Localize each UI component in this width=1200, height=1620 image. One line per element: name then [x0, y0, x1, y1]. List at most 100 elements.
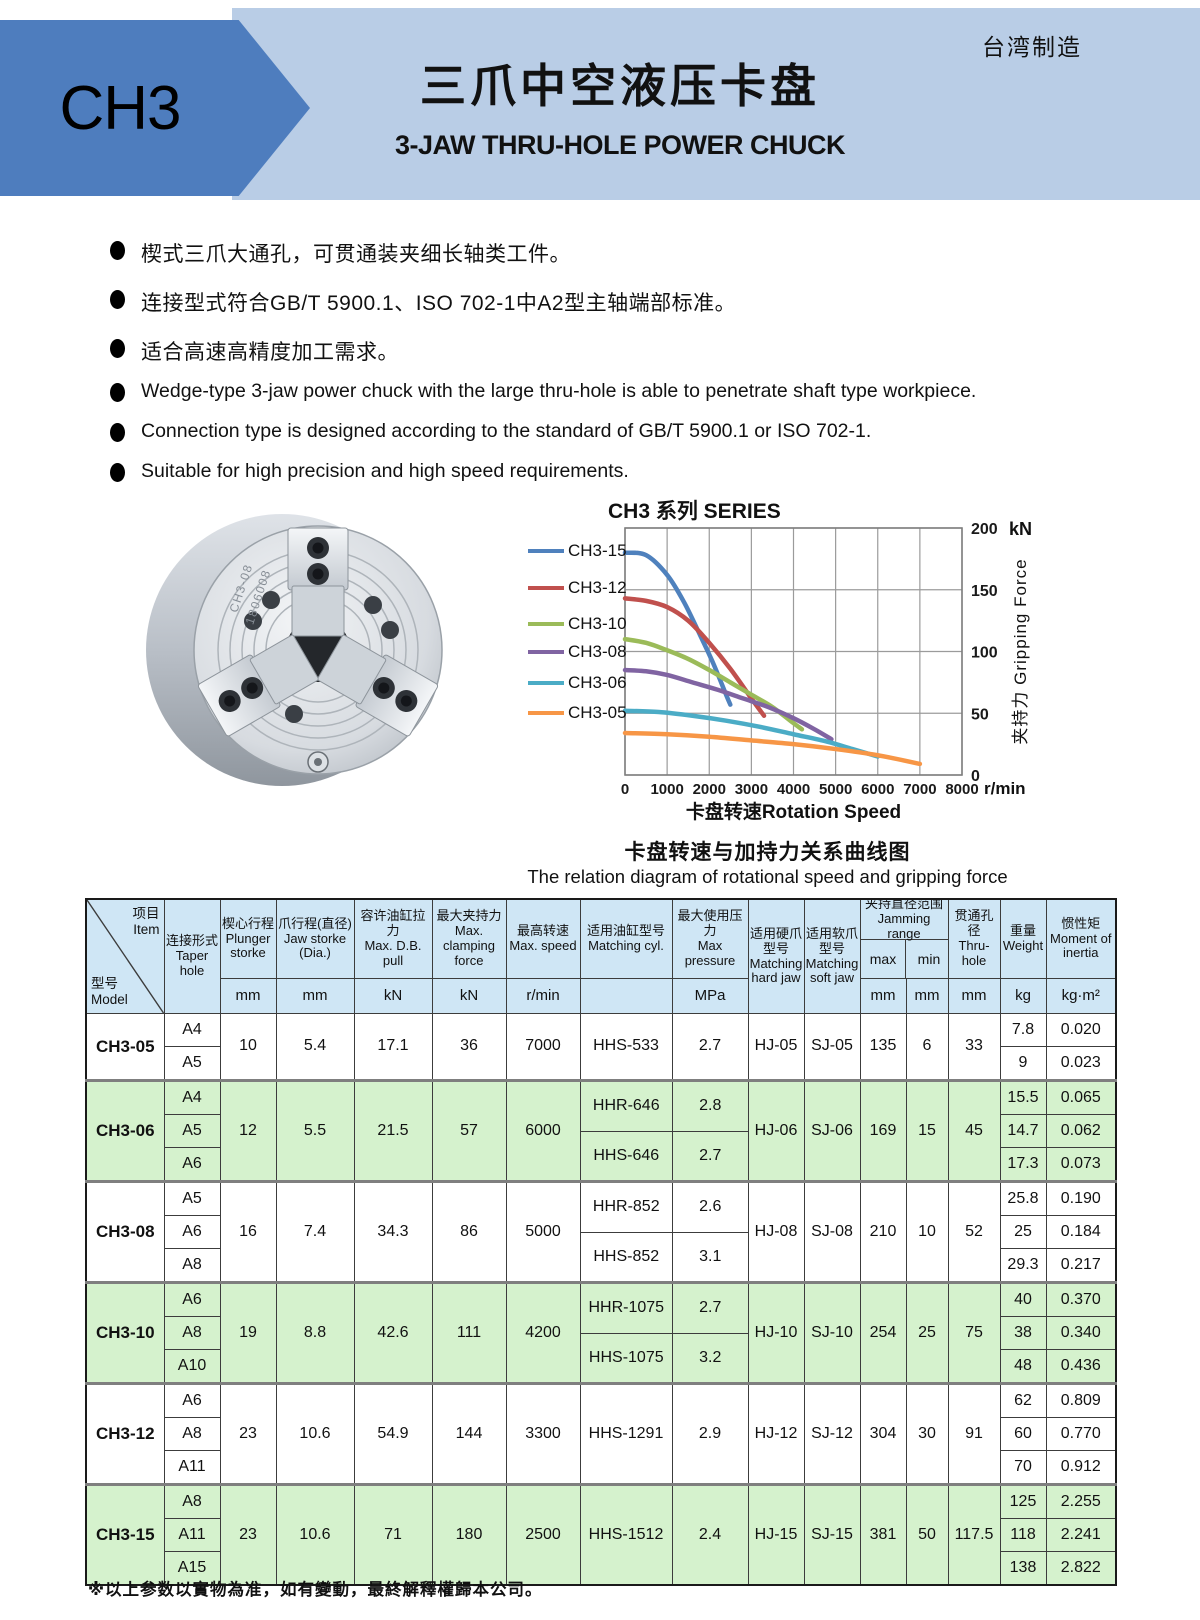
hard-jaw-cell: HJ-06	[747, 1079, 805, 1182]
jam-max-cell: 304	[859, 1382, 907, 1485]
unit-pressure: MPa	[671, 978, 749, 1014]
feature-item: Suitable for high precision and high spe…	[110, 460, 1110, 483]
plunger-cell: 23	[219, 1483, 277, 1586]
thru-hole-cell: 91	[947, 1382, 1001, 1485]
curve-CH3-08	[622, 667, 834, 742]
weight-cell: 40	[999, 1281, 1047, 1317]
weight-cell: 29.3	[999, 1248, 1047, 1283]
diagonal-line	[87, 900, 163, 1013]
cylinder-split: HHR-852 2.6 HHS-852 3.1	[581, 1184, 747, 1281]
inertia-cell: 2.822	[1045, 1551, 1117, 1586]
jaws	[197, 527, 439, 737]
db-pull-cell: 21.5	[353, 1079, 433, 1182]
table-row: A6 25 0.184	[86, 1215, 1117, 1249]
pressure-cell: 3.1	[699, 1247, 722, 1265]
jaw-stroke-cell: 7.4	[275, 1180, 355, 1283]
pressure-cell: 2.6	[699, 1198, 722, 1216]
h-en: Max. clamping force	[442, 923, 496, 968]
bullet-icon	[110, 463, 125, 482]
speed-cell: 7000	[505, 1013, 581, 1081]
weight-cell: 25	[999, 1215, 1047, 1249]
title-block: 三爪中空液压卡盘 3-JAW THRU-HOLE POWER CHUCK	[340, 0, 900, 161]
taper-cell: A10	[163, 1349, 221, 1384]
jaw-stroke-cell: 10.6	[275, 1382, 355, 1485]
feature-text: 连接型式符合GB/T 5900.1、ISO 702-1中A2型主轴端部标准。	[141, 292, 737, 315]
unit-jaw: mm	[275, 978, 355, 1014]
db-pull-cell: 54.9	[353, 1382, 433, 1485]
model-cell: CH3-12	[85, 1382, 165, 1485]
legend-label-CH3-08: CH3-08	[568, 642, 627, 661]
legend-label-CH3-06: CH3-06	[568, 673, 627, 692]
h-cn: 适用软爪型号	[805, 925, 858, 956]
model-cell: CH3-08	[85, 1180, 165, 1283]
jam-max-cell: 169	[859, 1079, 907, 1182]
hard-jaw-cell: HJ-08	[747, 1180, 805, 1283]
table-row: A6 17.3 0.073	[86, 1147, 1117, 1182]
pressure-cell: 3.2	[699, 1348, 722, 1366]
chart-caption-cn: 卡盘转速与加持力关系曲线图	[624, 841, 911, 864]
inertia-cell: 0.770	[1045, 1417, 1117, 1451]
spec-table: 项目 Item 型号 Model 连接形式 Taper hole 楔心行程 Plunge…	[85, 898, 1117, 1586]
h-en: Matching soft jaw	[805, 955, 859, 986]
plunger-cell: 12	[219, 1079, 277, 1182]
hard-jaw-cell: HJ-10	[747, 1281, 805, 1384]
inertia-cell: 0.370	[1045, 1281, 1117, 1317]
x-unit-label: r/min	[984, 779, 1026, 798]
feature-text: 楔式三爪大通孔，可贯通装夹细长轴类工件。	[141, 243, 571, 266]
inertia-cell: 0.184	[1045, 1215, 1117, 1249]
taper-cell: A6	[163, 1215, 221, 1249]
feature-text: Wedge-type 3-jaw power chuck with the la…	[141, 380, 977, 402]
jaw-stroke-cell: 10.6	[275, 1483, 355, 1586]
weight-cell: 62	[999, 1382, 1047, 1418]
plot-border	[624, 527, 963, 776]
clamping-cell: 36	[431, 1013, 507, 1081]
taper-cell: A11	[163, 1450, 221, 1485]
feature-text: Connection type is designed according to…	[141, 420, 872, 442]
chart-caption-en: The relation diagram of rotational speed…	[527, 866, 1008, 887]
jam-min-cell: 10	[905, 1180, 949, 1283]
cylinder-cell: HHS-533	[579, 1013, 673, 1081]
table-row: A11 118 2.241	[86, 1518, 1117, 1552]
h-cn: 最大夹持力	[436, 908, 502, 924]
bullet-icon	[110, 383, 125, 402]
weight-cell: 118	[999, 1518, 1047, 1552]
soft-jaw-cell: SJ-15	[803, 1483, 861, 1586]
col-max-speed: 最高转速 Max. speed	[505, 898, 581, 979]
header-band	[232, 8, 1200, 200]
cylinder-cell: HHS-1291	[579, 1382, 673, 1485]
weight-cell: 38	[999, 1316, 1047, 1350]
table-row: A10 48 0.436	[86, 1349, 1117, 1384]
soft-jaw-cell: SJ-05	[803, 1013, 861, 1081]
taper-cell: A4	[163, 1013, 221, 1047]
jam-max-cell: 135	[859, 1013, 907, 1081]
inertia-cell: 0.190	[1045, 1180, 1117, 1216]
db-pull-cell: 17.1	[353, 1013, 433, 1081]
h-cn: 最大使用压力	[677, 908, 743, 939]
cylinder-row: HHR-646 2.8	[581, 1083, 747, 1132]
y-tick-label: 50	[971, 706, 989, 723]
h-cn: 惯性矩	[1061, 915, 1101, 931]
chart-title: CH3 系列 SERIES	[608, 500, 781, 523]
col-jaw-stroke: 爪行程(直径) Jaw storke (Dia.)	[275, 898, 355, 979]
legend-label-CH3-15: CH3-15	[568, 541, 627, 560]
thru-hole-cell: 45	[947, 1079, 1001, 1182]
feature-text: Suitable for high precision and high spe…	[141, 460, 629, 482]
hard-jaw-cell: HJ-15	[747, 1483, 805, 1586]
unit-clamp: kN	[431, 978, 507, 1014]
taper-cell: A8	[163, 1483, 221, 1519]
unit-cyl	[579, 978, 673, 1014]
h-en: Jamming range	[877, 911, 931, 941]
pressure-cell: 2.8	[699, 1097, 722, 1115]
feature-item: Wedge-type 3-jaw power chuck with the la…	[110, 380, 1110, 403]
unit-weight: kg	[999, 978, 1047, 1014]
h-cn: 最高转速	[516, 923, 569, 939]
hard-jaw-cell: HJ-12	[747, 1382, 805, 1485]
jam-min-cell: 25	[905, 1281, 949, 1384]
x-tick-label: 7000	[903, 781, 936, 798]
col-weight: 重量 Weight	[999, 898, 1047, 979]
inertia-cell: 0.020	[1045, 1013, 1117, 1047]
curve-CH3-05	[622, 730, 923, 767]
table-row: A5 9 0.023	[86, 1046, 1117, 1081]
inertia-cell: 0.062	[1045, 1114, 1117, 1148]
unit-jam-max: mm	[859, 978, 907, 1014]
